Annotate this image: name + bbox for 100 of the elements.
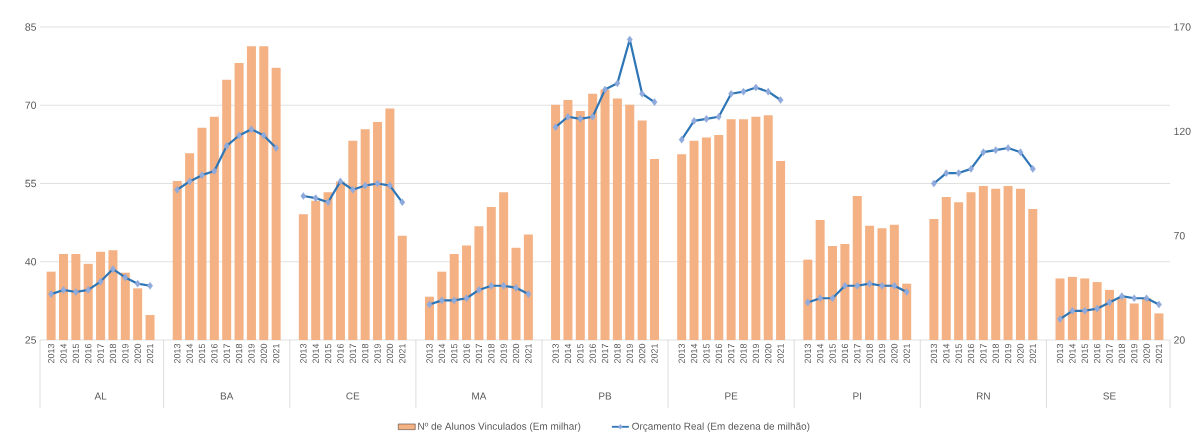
y2-tick-label: 70 [1174, 231, 1185, 240]
x-tick-label: 2021 [146, 343, 154, 364]
x-tick-label: 2018 [866, 343, 873, 364]
x-tick-label: 2021 [399, 343, 406, 364]
legend-label: Nº de Alunos Vinculados (Em milhar) [418, 422, 581, 432]
text: CE [346, 392, 360, 400]
text: PB [599, 392, 612, 400]
x-tick-label: 2021 [1155, 343, 1163, 364]
x-tick-label: 2014 [438, 343, 445, 364]
x-tick-label: 2016 [967, 343, 975, 364]
x-tick-label: 2018 [235, 343, 243, 364]
text: PE [725, 392, 738, 400]
x-tick-label: 2018 [488, 343, 495, 364]
x-tick-label: 2021 [525, 343, 532, 364]
text: SE [1103, 392, 1116, 400]
x-tick-label: 2019 [1004, 343, 1012, 364]
x-tick-label: 2016 [337, 343, 344, 364]
x-tick-label: 2015 [1081, 343, 1088, 364]
y-tick-label: 40 [25, 258, 37, 266]
x-tick-label: 2016 [715, 343, 722, 364]
x-tick-label: 2017 [601, 343, 609, 364]
x-tick-label: 2021 [651, 343, 658, 364]
x-tick-label: 2014 [564, 343, 572, 364]
x-tick-label: 2020 [638, 343, 646, 364]
x-tick-label: 2018 [740, 343, 747, 364]
x-tick-label: 2014 [186, 343, 193, 364]
x-tick-label: 2020 [765, 343, 772, 364]
y2-tick-label: 20 [1174, 336, 1185, 344]
x-tick-label: 2017 [97, 343, 104, 364]
x-tick-label: 2020 [891, 343, 898, 364]
x-tick-label: 2015 [829, 343, 836, 364]
x-tick-label: 2018 [109, 343, 117, 364]
x-tick-label: 2013 [300, 343, 307, 364]
x-tick-label: 2013 [930, 343, 938, 364]
x-tick-label: 2015 [955, 343, 962, 364]
text: PI [853, 392, 862, 400]
x-tick-label: 2017 [727, 343, 735, 364]
x-tick-label: 2013 [1056, 343, 1064, 364]
x-tick-label: 2021 [1029, 343, 1036, 364]
x-tick-label: 2019 [878, 343, 886, 364]
x-tick-label: 2016 [85, 343, 92, 364]
text: AL [94, 392, 107, 400]
x-tick-label: 2019 [248, 343, 255, 364]
x-tick-label: 2021 [272, 343, 280, 364]
text: MA [472, 392, 487, 400]
legend-label: Orçamento Real (Em dezena de milhão) [632, 422, 810, 432]
x-tick-label: 2017 [1106, 343, 1113, 364]
x-tick-label: 2017 [223, 343, 230, 364]
x-tick-label: 2018 [614, 343, 621, 364]
y-tick-label: 55 [25, 179, 37, 188]
text: RN [976, 392, 990, 400]
x-tick-label: 2014 [943, 343, 950, 364]
x-tick-label: 2013 [804, 343, 811, 364]
x-tick-label: 2016 [463, 343, 470, 364]
x-tick-label: 2016 [211, 343, 218, 364]
y-tick-label: 70 [25, 101, 37, 109]
x-tick-label: 2015 [451, 343, 458, 364]
x-tick-label: 2016 [841, 343, 849, 364]
x-tick-label: 2013 [552, 343, 559, 364]
y2-tick-label: 170 [1174, 23, 1191, 31]
x-tick-label: 2016 [1093, 343, 1101, 364]
x-tick-label: 2017 [349, 343, 356, 364]
x-tick-label: 2016 [589, 343, 596, 364]
x-tick-label: 2014 [1069, 343, 1076, 364]
x-tick-label: 2019 [500, 343, 507, 364]
x-tick-label: 2019 [752, 343, 760, 364]
x-tick-label: 2014 [816, 343, 824, 364]
x-tick-label: 2020 [386, 343, 394, 364]
x-tick-label: 2014 [60, 343, 67, 364]
y-tick-label: 85 [25, 23, 37, 31]
text: BA [220, 392, 234, 400]
y-tick-label: 25 [25, 336, 37, 344]
x-tick-label: 2019 [626, 343, 633, 364]
x-tick-label: 2017 [854, 343, 861, 364]
x-tick-label: 2017 [475, 343, 483, 364]
y2-tick-label: 120 [1174, 127, 1191, 136]
x-tick-label: 2020 [134, 343, 141, 364]
x-tick-label: 2013 [47, 343, 55, 364]
x-tick-label: 2020 [1143, 343, 1150, 364]
x-tick-label: 2019 [374, 343, 381, 364]
x-tick-label: 2020 [1017, 343, 1024, 364]
x-tick-label: 2017 [980, 343, 987, 364]
x-tick-label: 2021 [777, 343, 784, 364]
x-tick-label: 2015 [703, 343, 710, 364]
x-tick-label: 2015 [198, 343, 206, 364]
x-tick-label: 2020 [260, 343, 267, 364]
x-tick-label: 2013 [678, 343, 685, 364]
x-tick-label: 2013 [426, 343, 433, 364]
x-tick-label: 2015 [577, 343, 584, 364]
x-tick-label: 2018 [1118, 343, 1126, 364]
x-tick-label: 2019 [122, 343, 129, 364]
x-tick-label: 2018 [992, 343, 999, 364]
x-tick-label: 2019 [1131, 343, 1138, 364]
x-tick-label: 2015 [324, 343, 332, 364]
x-tick-label: 2021 [903, 343, 910, 364]
x-tick-label: 2013 [174, 343, 181, 364]
x-tick-label: 2020 [512, 343, 520, 364]
x-tick-label: 2014 [690, 343, 698, 364]
x-tick-label: 2015 [72, 343, 80, 364]
x-tick-label: 2018 [361, 343, 369, 364]
